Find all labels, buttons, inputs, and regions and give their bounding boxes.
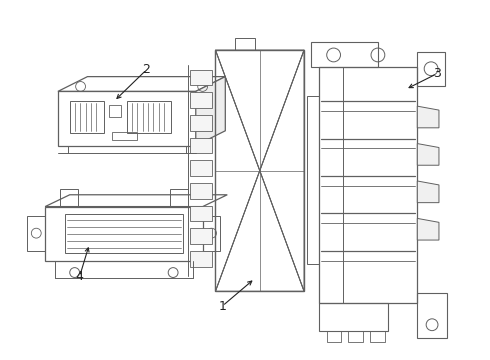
- Polygon shape: [417, 181, 439, 203]
- Bar: [370, 330, 385, 342]
- Bar: [70, 101, 104, 133]
- Bar: [109, 105, 121, 117]
- Bar: [112, 132, 137, 140]
- Bar: [65, 215, 183, 253]
- Polygon shape: [417, 106, 439, 128]
- Polygon shape: [417, 219, 439, 240]
- Bar: [190, 138, 212, 153]
- Bar: [190, 228, 212, 244]
- Bar: [348, 330, 363, 342]
- Text: 2: 2: [143, 63, 150, 76]
- Bar: [190, 160, 212, 176]
- Polygon shape: [196, 77, 225, 145]
- Bar: [235, 38, 255, 50]
- Bar: [190, 115, 212, 131]
- Bar: [190, 70, 212, 85]
- Bar: [327, 330, 342, 342]
- Bar: [190, 251, 212, 267]
- Bar: [190, 183, 212, 199]
- Text: 4: 4: [75, 270, 83, 283]
- Bar: [417, 293, 447, 338]
- Bar: [127, 101, 171, 133]
- Text: 3: 3: [433, 67, 441, 80]
- Bar: [319, 67, 417, 303]
- Bar: [307, 96, 319, 264]
- Bar: [417, 52, 445, 86]
- Bar: [170, 189, 188, 207]
- Text: 1: 1: [219, 300, 226, 312]
- Bar: [190, 93, 212, 108]
- Bar: [216, 50, 304, 291]
- Bar: [190, 206, 212, 221]
- Polygon shape: [417, 144, 439, 165]
- Bar: [60, 189, 77, 207]
